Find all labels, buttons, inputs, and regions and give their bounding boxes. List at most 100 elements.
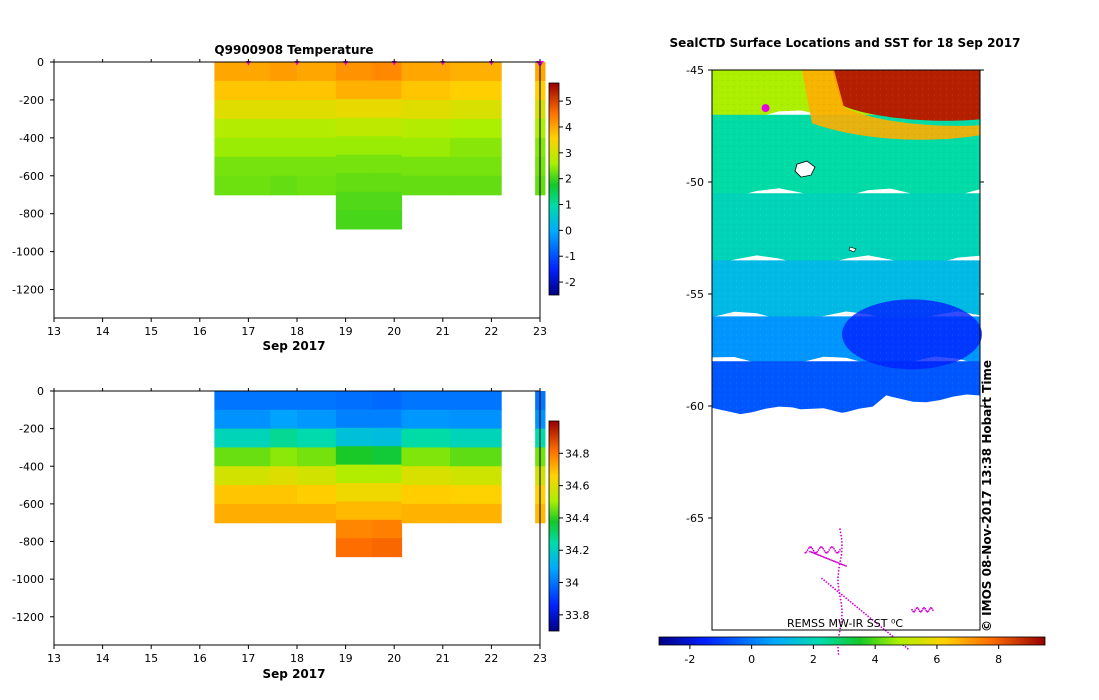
track-point xyxy=(878,624,881,627)
profile-cell xyxy=(401,391,451,411)
x-tick-label: 14 xyxy=(96,652,110,665)
track-point xyxy=(917,608,920,611)
track-point xyxy=(815,553,817,555)
lat-tick-label: -55 xyxy=(686,288,704,301)
profile-cell xyxy=(372,482,403,502)
track-point xyxy=(823,550,826,552)
track-point xyxy=(837,585,840,588)
profile-cell xyxy=(297,175,337,196)
track-point xyxy=(930,607,933,610)
x-tick-label: 19 xyxy=(339,652,353,665)
track-point xyxy=(849,601,852,603)
y-tick-label: -400 xyxy=(19,132,44,145)
track-point xyxy=(840,557,842,559)
track-point xyxy=(838,566,840,569)
track-point xyxy=(834,588,837,591)
track-point xyxy=(862,611,865,614)
profile-cell xyxy=(297,409,337,430)
colorbar-tick-label: 1 xyxy=(565,199,572,212)
track-point xyxy=(839,531,842,534)
track-point xyxy=(828,558,831,561)
sst-colorbar-tick-label: 4 xyxy=(872,653,879,666)
x-tick-label: 13 xyxy=(47,325,61,338)
sst-colorbar-tick-label: 2 xyxy=(810,653,817,666)
y-tick-label: -1200 xyxy=(12,611,44,624)
colorbar-tick-label: 33.8 xyxy=(565,609,590,622)
salinity-x-axis: 13 14 15 16 17 18 19 20 21 22 23 xyxy=(47,388,547,665)
track-point xyxy=(847,599,850,601)
track-point xyxy=(807,547,810,549)
track-point xyxy=(887,631,889,634)
track-point xyxy=(840,534,842,537)
track-point xyxy=(839,549,841,551)
track-point xyxy=(840,601,843,604)
colorbar-tick-label: 34.2 xyxy=(565,544,590,557)
profile-cell xyxy=(214,99,271,120)
track-point xyxy=(839,627,842,630)
colorbar-tick-label: 2 xyxy=(565,173,572,186)
track-point xyxy=(836,590,839,592)
profile-cell xyxy=(335,482,373,502)
profile-cell xyxy=(270,409,298,430)
track-point xyxy=(809,550,811,553)
track-point xyxy=(840,550,843,553)
track-point xyxy=(809,546,811,548)
x-tick-label: 20 xyxy=(387,652,401,665)
track-point xyxy=(843,564,846,567)
track-point xyxy=(829,547,832,549)
colorbar-tick-label: 34.8 xyxy=(565,447,590,460)
track-point xyxy=(819,554,822,557)
y-tick-label: -800 xyxy=(19,536,44,549)
track-point xyxy=(834,550,837,552)
profile-cell xyxy=(335,409,373,429)
track-point xyxy=(822,556,825,558)
profile-cell xyxy=(372,191,403,211)
profile-cell xyxy=(372,464,403,484)
colorbar-tick-label: 34 xyxy=(565,577,579,590)
y-tick-label: -600 xyxy=(19,498,44,511)
profile-cell xyxy=(401,485,451,505)
profile-cell xyxy=(297,503,337,524)
colorbar-tick-label: 0 xyxy=(565,224,572,237)
track-point xyxy=(843,595,845,598)
track-point xyxy=(838,589,840,591)
profile-cell xyxy=(214,485,271,505)
lat-tick-label: -60 xyxy=(686,400,704,413)
track-point xyxy=(827,551,829,553)
profile-cell xyxy=(270,503,298,524)
profile-cell xyxy=(214,156,271,177)
sst-lat-axis: -45 -50 -55 -60 -65 xyxy=(686,64,984,525)
track-point xyxy=(837,569,840,572)
profile-cell xyxy=(372,519,403,539)
profile-cell xyxy=(335,391,373,410)
current-seal-location xyxy=(761,104,770,113)
x-tick-label: 21 xyxy=(436,325,450,338)
profile-cell xyxy=(372,427,403,447)
track-point xyxy=(837,551,840,553)
profile-cell xyxy=(401,466,451,486)
track-point xyxy=(816,551,819,553)
y-tick-label: -1000 xyxy=(12,573,44,586)
track-point xyxy=(837,579,839,582)
track-point xyxy=(823,579,826,582)
track-point xyxy=(837,573,840,575)
profile-cell xyxy=(335,519,373,539)
track-point xyxy=(818,554,820,557)
profile-cell xyxy=(214,409,271,430)
sst-colorbar-tick-label: 6 xyxy=(933,653,940,666)
profile-cell xyxy=(270,118,298,139)
y-tick-label: -1000 xyxy=(12,246,44,259)
profile-cell xyxy=(372,391,403,410)
sst-colorbar-label: REMSS MW-IR SST ⁰C xyxy=(787,617,903,630)
track-point xyxy=(841,611,843,614)
temperature-colorbar: -2 -1 0 1 2 3 4 5 xyxy=(548,82,576,296)
track-point xyxy=(839,624,842,627)
sst-colorbar-tick-label: 0 xyxy=(748,653,755,666)
y-tick-label: 0 xyxy=(37,385,44,398)
sea-ice-area xyxy=(712,394,980,630)
track-point xyxy=(812,549,815,552)
track-point xyxy=(851,602,854,605)
track-point xyxy=(837,649,840,652)
profile-cell xyxy=(214,428,271,449)
